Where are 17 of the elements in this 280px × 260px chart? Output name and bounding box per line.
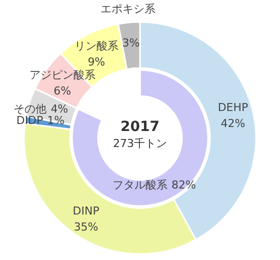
text: 273千トン xyxy=(112,136,168,151)
data-label: 6% xyxy=(54,84,72,98)
slice-label: DEHP xyxy=(218,101,249,114)
slice-label: リン酸系 xyxy=(74,39,118,52)
data-label: 3% xyxy=(122,36,140,50)
slice-label: その他 xyxy=(14,102,47,116)
data-label: 1% xyxy=(47,114,65,127)
slice-label: エポキシ系 xyxy=(100,2,156,16)
slice-label: フタル酸系 xyxy=(112,178,168,192)
data-label: 9% xyxy=(88,55,106,68)
text: 2017 xyxy=(120,118,160,136)
data-label: 82% xyxy=(171,178,196,192)
slice-label: アジピン酸系 xyxy=(29,68,96,82)
data-label: 42% xyxy=(220,117,246,130)
slice-label: DINP xyxy=(72,204,100,218)
data-label: 4% xyxy=(50,102,68,116)
data-label: 35% xyxy=(74,220,98,234)
